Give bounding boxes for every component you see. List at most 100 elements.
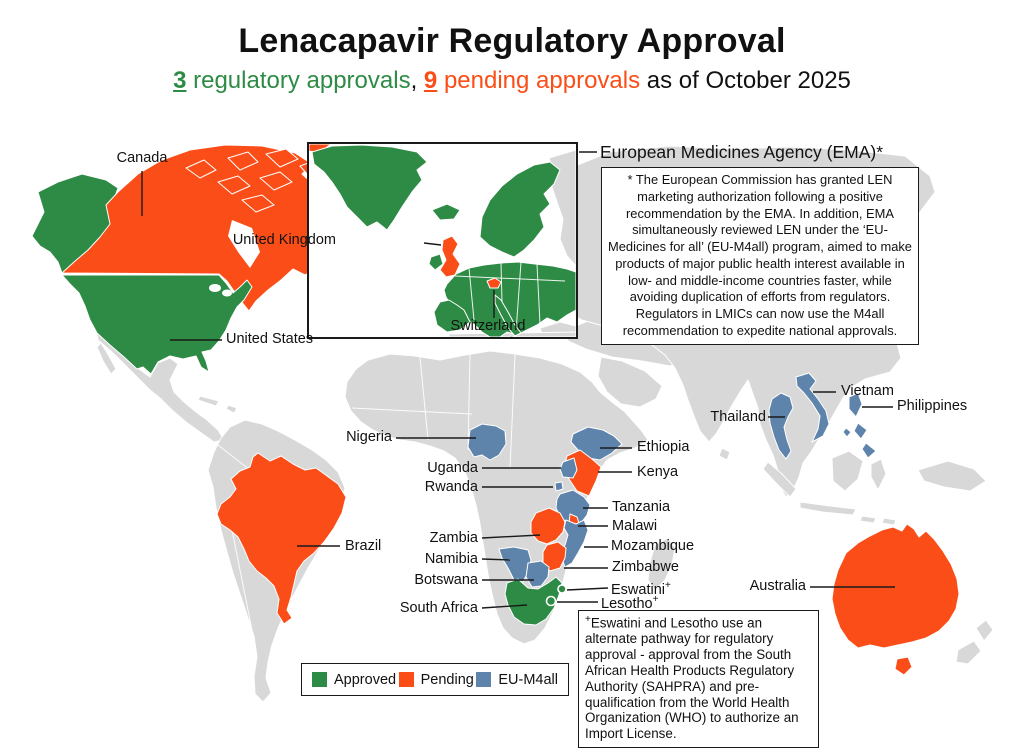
map-label-vietnam: Vietnam: [841, 383, 894, 399]
region-lesser-sunda: [859, 515, 897, 526]
infographic: Lenacapavir Regulatory Approval 3 regula…: [0, 22, 1024, 748]
region-sumatra: [762, 461, 797, 498]
pending-count: 9: [423, 67, 438, 94]
region-sulawesi: [870, 458, 887, 491]
region-java: [799, 501, 857, 516]
country-vietnam: [795, 372, 830, 443]
map-label-lesotho: Lesotho+: [601, 594, 659, 612]
map-label-kenya: Kenya: [637, 464, 679, 480]
country-lesotho: [545, 595, 557, 607]
map-label-eswatini: Eswatini+: [611, 580, 671, 598]
inset-border-2: [500, 262, 503, 303]
country-australia: [831, 523, 960, 649]
map-label-zambia: Zambia: [429, 530, 478, 546]
leader-lines: [141, 151, 895, 609]
inset-greenland: [311, 144, 428, 231]
inset-iceland: [431, 203, 461, 221]
legend-item-pending: Pending: [398, 672, 474, 688]
inset-united-kingdom: [439, 235, 461, 278]
world-map: [31, 144, 994, 703]
great-lakes: [209, 284, 221, 292]
map-label-switzerland: Switzerland: [450, 318, 526, 334]
map-label-tanzania: Tanzania: [612, 499, 671, 515]
line-namibia: [481, 558, 511, 561]
hudson-bay: [228, 220, 260, 268]
inset-north-africa: [448, 331, 576, 337]
region-sri-lanka: [718, 447, 731, 461]
country-mozambique: [560, 519, 589, 568]
line-zambia: [481, 534, 541, 539]
map-label-namibia: Namibia: [424, 551, 478, 567]
map-label-ethiopia: Ethiopia: [637, 439, 690, 455]
approved-count: 3: [173, 67, 187, 94]
country-south-africa: [504, 576, 563, 626]
page-title: Lenacapavir Regulatory Approval: [238, 22, 786, 60]
region-arabia: [597, 356, 663, 408]
country-ethiopia: [570, 426, 623, 461]
border-sa-2: [217, 444, 251, 471]
map-label-south-africa: South Africa: [399, 600, 478, 616]
pending-text: pending approvals: [437, 67, 641, 94]
border-sa-1: [231, 529, 253, 631]
region-new-zealand: [955, 619, 994, 665]
great-lakes-2: [222, 289, 232, 297]
border-af-1: [419, 356, 429, 441]
inset-iberia: [433, 299, 471, 333]
country-eswatini: [557, 584, 567, 594]
map-label-philippines: Philippines: [897, 398, 968, 414]
map-label-nigeria: Nigeria: [346, 429, 392, 445]
region-borneo: [831, 450, 864, 492]
country-rwanda: [554, 481, 564, 492]
footnote-text: Eswatini and Lesotho use an alternate pa…: [585, 615, 799, 742]
inset-border-5: [454, 275, 566, 282]
map-label-australia: Australia: [749, 578, 806, 594]
country-uganda: [559, 457, 578, 479]
legend-item-approved: Approved: [312, 672, 396, 688]
country-united-states: [61, 274, 253, 375]
eu-m4all-swatch-icon: [476, 672, 492, 687]
ema-label: European Medicines Agency (EMA)*: [600, 142, 884, 162]
subtitle-comma: ,: [410, 67, 424, 94]
subtitle-suffix: as of October 2025: [640, 67, 851, 94]
region-baja: [96, 342, 117, 375]
legend-eu-m4all-label: EU-M4all: [498, 671, 558, 688]
southeast-asia-countries: [768, 372, 877, 460]
map-label-mozambique: Mozambique: [611, 538, 695, 554]
region-africa: [344, 350, 649, 645]
footnote-sup: +: [585, 614, 591, 625]
region-madagascar: [647, 537, 676, 591]
map-label-united-kingdom: United Kingdom: [232, 232, 336, 248]
map-label-botswana: Botswana: [414, 572, 478, 588]
ema-note-box: * The European Commission has granted LE…: [601, 167, 919, 345]
map-label-zimbabwe: Zimbabwe: [612, 559, 679, 575]
header: Lenacapavir Regulatory Approval 3 regula…: [0, 22, 1024, 95]
country-thailand: [768, 392, 794, 460]
country-philippines: [842, 392, 877, 459]
approved-text: regulatory approvals: [186, 67, 411, 94]
north-america: [31, 144, 338, 375]
inset-scandinavia: [479, 161, 561, 258]
map-label-thailand: Thailand: [710, 409, 766, 425]
legend-approved-label: Approved: [334, 671, 397, 688]
approved-swatch-icon: [312, 672, 327, 687]
line-south-africa: [481, 604, 528, 609]
map-label-canada: Canada: [116, 150, 168, 166]
inset-border-4: [536, 263, 541, 325]
map-label-uganda: Uganda: [427, 460, 478, 476]
legend: Approved Pending EU-M4all: [301, 663, 569, 696]
pending-swatch-icon: [398, 672, 414, 687]
line-eswatini: [566, 587, 609, 591]
inset-ireland: [428, 253, 444, 271]
region-cuba: [197, 395, 220, 407]
europe-inset-map: [309, 144, 576, 337]
map-label-brazil: Brazil: [345, 538, 382, 554]
inset-italy: [494, 294, 522, 337]
inset-sicily: [508, 335, 519, 337]
europe-inset-box: [307, 142, 578, 339]
inset-border-3: [515, 261, 522, 333]
border-af-2: [467, 352, 471, 451]
region-new-guinea: [917, 460, 987, 492]
inset-switzerland: [486, 277, 502, 289]
map-label-malawi: Malawi: [612, 518, 658, 534]
country-zimbabwe: [542, 541, 567, 572]
